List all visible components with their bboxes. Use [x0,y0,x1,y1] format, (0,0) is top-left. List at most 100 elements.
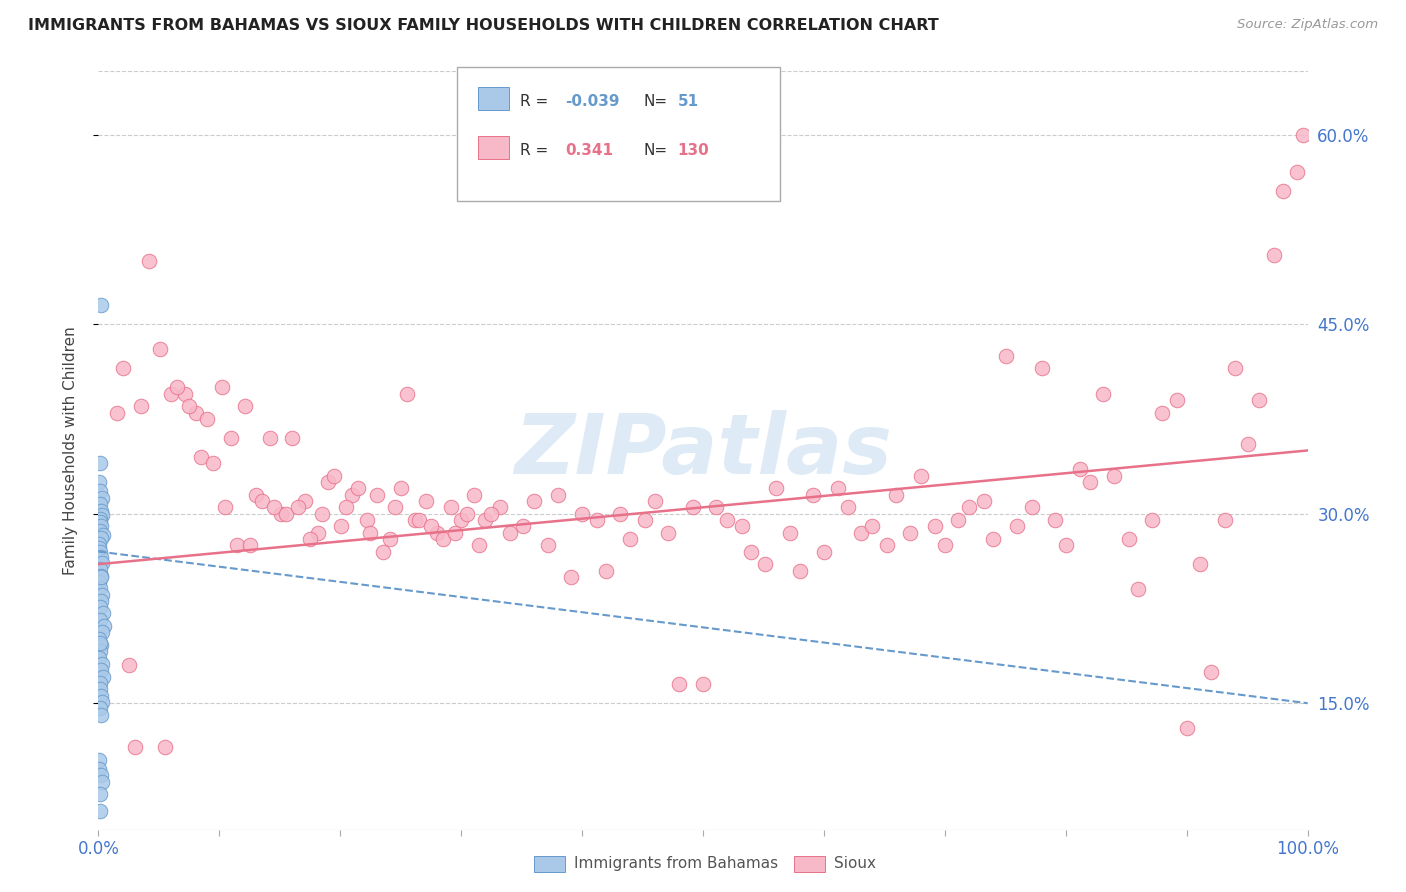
Point [202,456,225,470]
Point [311,507,333,521]
Point [571,507,593,521]
Point [1102,468,1125,483]
Point [299,532,322,546]
Point [179,399,201,413]
Point [90,549,112,564]
Point [716,513,738,527]
Point [1021,500,1043,515]
Point [432,532,454,546]
Point [1166,392,1188,407]
Point [389,482,412,496]
Point [801,488,824,502]
Point [93,607,115,621]
Point [481,507,503,521]
Point [89,804,111,818]
Point [90,768,112,782]
Point [779,525,801,540]
Point [118,658,141,673]
Point [827,482,849,496]
Point [910,468,932,483]
Point [415,494,437,508]
Point [1128,582,1150,597]
Point [90,594,112,608]
Point [595,564,617,578]
Point [90,568,112,582]
Point [754,557,776,572]
Point [456,507,478,521]
Point [489,500,512,515]
Point [308,525,330,540]
Point [174,386,197,401]
Point [87,650,110,665]
Point [682,500,704,515]
Point [89,544,111,558]
Point [245,488,267,502]
Point [609,507,631,521]
Point [1092,386,1115,401]
Point [89,524,111,539]
Point [463,488,485,502]
Point [90,689,112,703]
Point [89,644,111,658]
Point [384,500,406,515]
Point [129,399,152,413]
Point [211,380,233,394]
Point [330,519,353,533]
Point [195,412,218,426]
Point [91,528,114,542]
Point [263,500,285,515]
Point [1175,722,1198,736]
Point [1292,128,1315,142]
Point [946,513,969,527]
Point [498,525,520,540]
Point [153,740,176,755]
Point [90,298,112,312]
Point [239,538,262,552]
Point [657,525,679,540]
Point [259,431,281,445]
Point [644,494,666,508]
Point [160,386,183,401]
Point [250,494,273,508]
Point [898,525,921,540]
Point [668,677,690,691]
Point [973,494,995,508]
Point [366,488,388,502]
Point [356,513,378,527]
Point [89,574,111,589]
Text: -0.039: -0.039 [565,94,620,109]
Text: IMMIGRANTS FROM BAHAMAS VS SIOUX FAMILY HOUSEHOLDS WITH CHILDREN CORRELATION CHA: IMMIGRANTS FROM BAHAMAS VS SIOUX FAMILY … [28,18,939,33]
Point [813,544,835,558]
Point [90,638,112,652]
Point [731,519,754,533]
Point [89,516,111,530]
Point [371,544,394,558]
Point [740,544,762,558]
Point [270,507,292,521]
Point [89,682,111,697]
Point [560,570,582,584]
Point [221,431,243,445]
Point [704,500,727,515]
Point [395,386,418,401]
Text: N=: N= [644,94,668,109]
Point [89,483,111,498]
Point [166,380,188,394]
Point [440,500,463,515]
Point [957,500,980,515]
Point [523,494,546,508]
Point [90,556,112,570]
Point [294,494,316,508]
Point [274,507,297,521]
Point [89,762,111,776]
Point [1223,361,1246,376]
Point [190,450,212,464]
Point [89,787,111,801]
Point [1249,392,1271,407]
Point [87,753,110,767]
Point [89,635,111,649]
Point [342,488,364,502]
Point [860,519,883,533]
Point [619,532,641,546]
Point [468,538,491,552]
